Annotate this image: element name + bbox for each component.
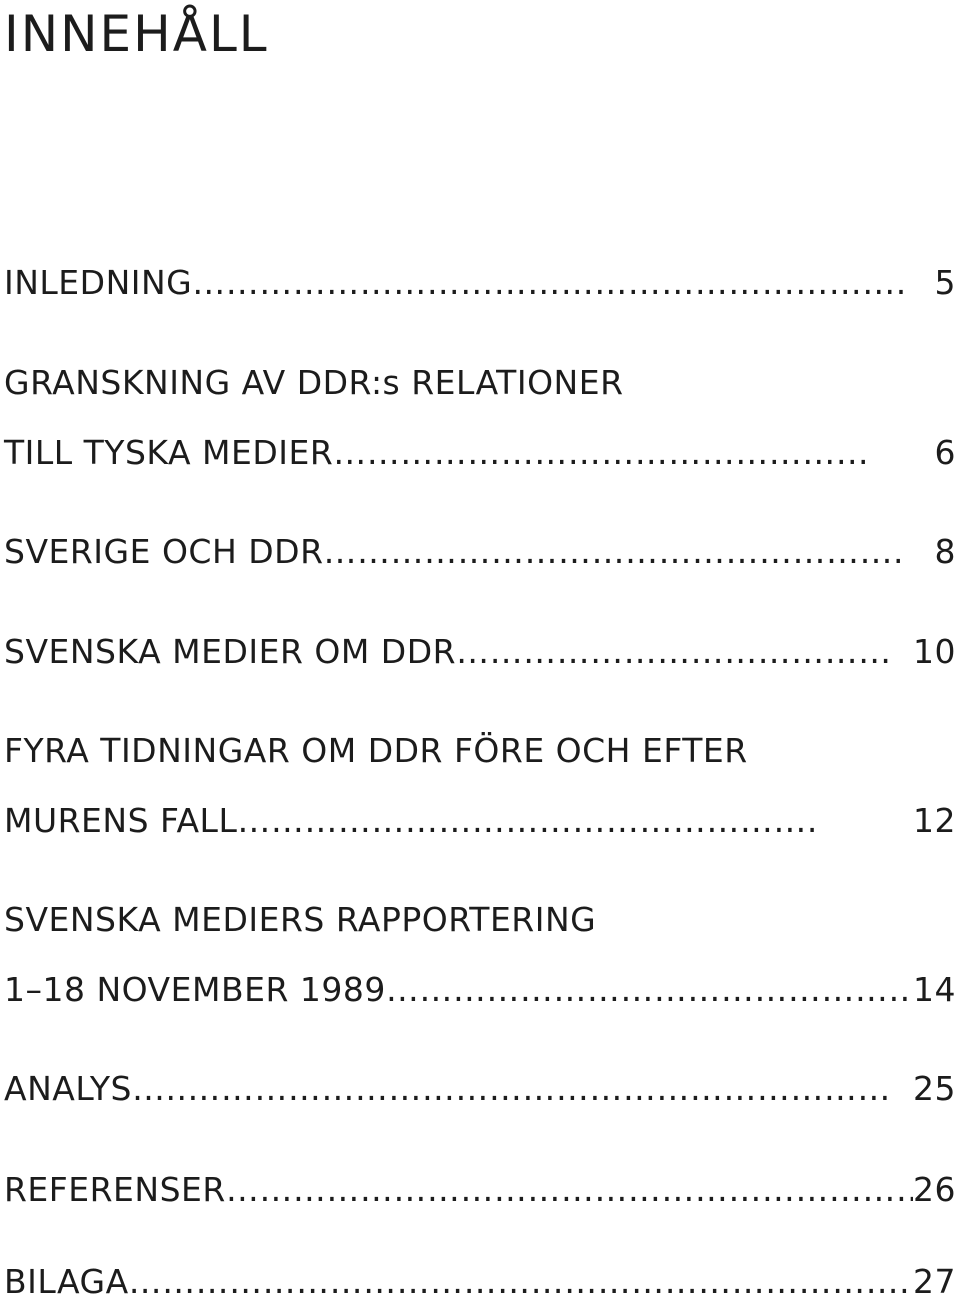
toc-leader-dots: ………………………………………… [333,433,870,472]
toc-entry-analys: ANALYS …..……………………………………………………… 25 [4,1069,956,1109]
toc-page-number: 5 [934,263,956,302]
toc-leader-dots: ………………………………………………………. [192,263,907,302]
toc-entry-title: SVENSKA MEDIER OM DDR [4,632,457,671]
toc-entry-title: MURENS FALL [4,801,238,840]
toc-page-number: 26 [913,1170,956,1209]
toc-page-number: 6 [934,433,956,472]
toc-page-number: 14 [913,970,956,1009]
toc-entry-title-line: SVENSKA MEDIERS RAPPORTERING [4,900,597,939]
toc-entry-granskning: TILL TYSKA MEDIER ………………………………………… 6 [4,433,956,473]
toc-entry-inledning: INLEDNING ………………………………………………………. 5 [4,263,956,303]
toc-entry-svenska-medier: SVENSKA MEDIER OM DDR ………………………………… 10 [4,632,956,672]
toc-entry-title-line: FYRA TIDNINGAR OM DDR FÖRE OCH EFTER [4,731,748,770]
page-title: INNEHÅLL [4,5,269,63]
toc-entry-sverige-och-ddr: SVERIGE OCH DDR ……………………………………………. 8 [4,532,956,572]
toc-page-number: 10 [913,632,956,671]
toc-leader-dots: …………………………………………. [385,970,913,1009]
toc-entry-title-line: GRANSKNING AV DDR:s RELATIONER [4,363,624,402]
toc-entry-title: INLEDNING [4,263,193,302]
toc-leader-dots: ……………………………………………. [237,801,818,840]
toc-page-number: 27 [913,1262,956,1301]
toc-entry-svenska-mediers-rapportering: 1–18 NOVEMBER 1989 …………………………………………. 14 [4,970,956,1010]
toc-page-number: 25 [913,1069,956,1108]
toc-entry-title: REFERENSER [4,1170,226,1209]
toc-entry-bilaga: BILAGA ……………………………………………………………. 27 [4,1262,956,1302]
toc-leader-dots: ………………………………… [456,632,892,671]
toc-entry-fyra-tidningar: MURENS FALL ……………………………………………. 12 [4,801,956,841]
toc-entry-title: 1–18 NOVEMBER 1989 [4,970,386,1009]
toc-leader-dots: …………………………………………………………… [225,1170,913,1209]
toc-entry-referenser: REFERENSER …………………………………………………………… 26 [4,1170,956,1210]
toc-entry-title: BILAGA [4,1262,129,1301]
toc-entry-title: TILL TYSKA MEDIER [4,433,334,472]
toc-leader-dots: ……………………………………………………………. [128,1262,911,1301]
toc-entry-title: SVERIGE OCH DDR [4,532,324,571]
toc-page-number: 12 [913,801,956,840]
toc-entry-title: ANALYS [4,1069,132,1108]
toc-page-number: 8 [934,532,956,571]
toc-leader-dots: …..……………………………………………………… [131,1069,891,1108]
toc-leader-dots: ……………………………………………. [323,532,905,571]
